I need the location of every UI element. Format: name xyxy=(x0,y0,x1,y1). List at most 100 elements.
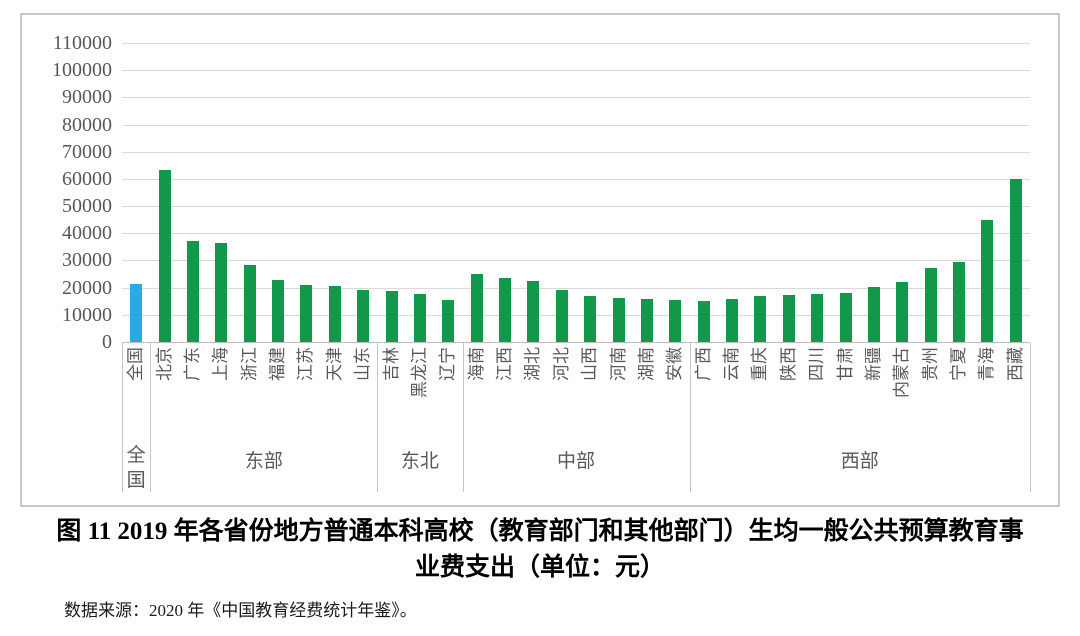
data-source-note: 数据来源：2020 年《中国教育经费统计年鉴》。 xyxy=(64,601,417,620)
bar-广西 xyxy=(697,301,710,342)
bar-新疆 xyxy=(867,286,880,342)
gridline-20000 xyxy=(122,287,1030,289)
y-axis-tick-label: 0 xyxy=(102,331,112,353)
figure-caption-line2: 业费支出（单位：元） xyxy=(414,554,665,581)
bar-青海 xyxy=(981,220,994,342)
bar-安徽 xyxy=(669,299,682,342)
gridline-110000 xyxy=(122,43,1030,44)
x-label-海南: 海南 xyxy=(466,347,486,381)
gridline-100000 xyxy=(122,70,1030,72)
x-label-甘肃: 甘肃 xyxy=(835,347,855,381)
gridline-50000 xyxy=(122,206,1030,208)
gridline-60000 xyxy=(122,178,1030,180)
x-label-西藏: 西藏 xyxy=(1005,347,1025,381)
bar-黑龙江 xyxy=(413,293,426,342)
x-label-吉林: 吉林 xyxy=(381,347,401,381)
bar-陕西 xyxy=(782,294,795,342)
y-axis-tick-label: 80000 xyxy=(62,113,112,136)
bar-河北 xyxy=(555,289,568,342)
y-axis-tick-label: 40000 xyxy=(62,222,112,245)
group-divider xyxy=(122,343,123,492)
x-label-江苏: 江苏 xyxy=(296,347,316,381)
gridline-40000 xyxy=(122,233,1030,235)
y-axis-tick-label: 20000 xyxy=(62,276,112,299)
bar-海南 xyxy=(470,273,483,342)
bar-北京 xyxy=(158,169,171,342)
x-label-山东: 山东 xyxy=(353,347,373,381)
x-label-山西: 山西 xyxy=(580,347,600,381)
bar-上海 xyxy=(215,242,228,342)
x-label-天津: 天津 xyxy=(324,347,344,381)
group-label-西部: 西部 xyxy=(840,451,879,472)
x-label-福建: 福建 xyxy=(268,347,288,381)
gridline-10000 xyxy=(122,314,1030,316)
group-divider xyxy=(377,343,379,492)
x-label-四川: 四川 xyxy=(807,347,827,381)
bar-内蒙古 xyxy=(896,282,909,342)
x-label-河南: 河南 xyxy=(608,347,628,381)
x-label-陕西: 陕西 xyxy=(778,347,798,381)
x-label-宁夏: 宁夏 xyxy=(949,347,969,381)
y-axis-tick-label: 30000 xyxy=(62,249,112,272)
group-divider xyxy=(150,343,152,492)
gridline-80000 xyxy=(122,124,1030,126)
x-axis-line xyxy=(122,342,1030,343)
x-label-河北: 河北 xyxy=(551,347,571,381)
group-divider xyxy=(462,343,464,492)
bar-山东 xyxy=(357,290,370,342)
y-axis-tick-label: 10000 xyxy=(62,303,112,326)
figure-caption: 图 11 2019 年各省份地方普通本科高校（教育部门和其他部门）生均一般公共预… xyxy=(0,514,1080,586)
bar-贵州 xyxy=(924,268,937,342)
bar-福建 xyxy=(272,280,285,342)
bar-全国 xyxy=(130,284,143,342)
x-label-湖南: 湖南 xyxy=(636,347,656,381)
x-label-广西: 广西 xyxy=(693,347,713,381)
group-label-全国: 全国 xyxy=(126,445,146,491)
x-label-上海: 上海 xyxy=(211,347,231,381)
group-label-中部: 中部 xyxy=(556,451,595,472)
x-label-全国: 全国 xyxy=(126,347,146,381)
bar-湖北 xyxy=(527,281,540,342)
x-label-青海: 青海 xyxy=(977,347,997,381)
bar-宁夏 xyxy=(953,261,966,342)
x-label-江西: 江西 xyxy=(495,347,515,381)
bar-河南 xyxy=(612,297,625,342)
y-axis-tick-label: 90000 xyxy=(62,86,112,109)
x-label-广东: 广东 xyxy=(182,347,202,381)
bar-西藏 xyxy=(1009,179,1022,342)
bar-甘肃 xyxy=(839,292,852,342)
bar-广东 xyxy=(186,240,199,342)
gridline-70000 xyxy=(122,151,1030,153)
gridline-90000 xyxy=(122,97,1030,99)
bar-四川 xyxy=(811,293,824,342)
y-axis-tick-label: 110000 xyxy=(52,32,112,54)
y-axis-tick-label: 60000 xyxy=(62,167,112,190)
group-divider xyxy=(689,343,691,492)
bar-天津 xyxy=(328,285,341,342)
x-label-重庆: 重庆 xyxy=(750,347,770,381)
group-label-东北: 东北 xyxy=(400,451,439,472)
bar-江西 xyxy=(499,277,512,342)
y-axis-tick-label: 50000 xyxy=(62,195,112,218)
bar-浙江 xyxy=(243,265,256,342)
bar-江苏 xyxy=(300,284,313,342)
group-label-东部: 东部 xyxy=(244,451,283,472)
y-axis-tick-label: 100000 xyxy=(52,59,112,82)
bar-辽宁 xyxy=(442,300,455,342)
x-label-新疆: 新疆 xyxy=(863,347,883,381)
x-label-辽宁: 辽宁 xyxy=(438,347,458,381)
bar-湖南 xyxy=(640,298,653,342)
x-label-浙江: 浙江 xyxy=(239,347,259,381)
x-label-黑龙江: 黑龙江 xyxy=(409,347,429,398)
bar-山西 xyxy=(584,296,597,342)
bar-云南 xyxy=(726,298,739,342)
y-axis-tick-label: 70000 xyxy=(62,140,112,163)
bar-重庆 xyxy=(754,295,767,342)
figure-caption-line1: 图 11 2019 年各省份地方普通本科高校（教育部门和其他部门）生均一般公共预… xyxy=(56,518,1024,545)
x-label-内蒙古: 内蒙古 xyxy=(892,347,912,398)
x-label-贵州: 贵州 xyxy=(920,347,940,381)
x-label-湖北: 湖北 xyxy=(523,347,543,381)
group-divider xyxy=(1030,343,1031,492)
x-label-安徽: 安徽 xyxy=(665,347,685,381)
